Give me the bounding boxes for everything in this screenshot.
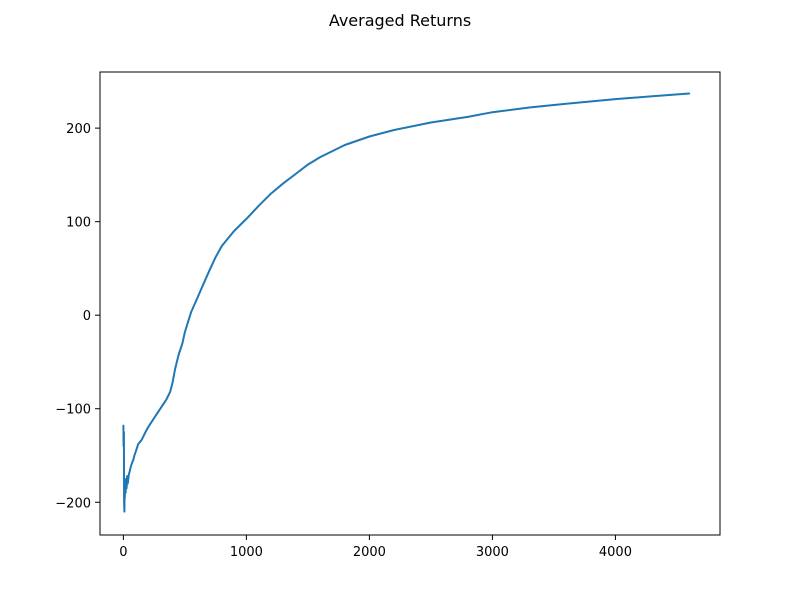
x-tick-label: 2000 bbox=[353, 545, 386, 560]
series-line bbox=[122, 92, 691, 513]
x-axis: 0 1000 2000 3000 4000 bbox=[119, 535, 632, 560]
plot-frame bbox=[99, 71, 721, 536]
y-tick-label: 100 bbox=[66, 216, 91, 231]
y-tick-label: 0 bbox=[83, 309, 91, 324]
y-axis: −200 −100 0 100 200 bbox=[55, 122, 100, 511]
chart-title: Averaged Returns bbox=[329, 11, 471, 30]
y-tick-label: −200 bbox=[55, 496, 91, 511]
x-tick-label: 4000 bbox=[599, 545, 632, 560]
y-tick-label: −100 bbox=[55, 403, 91, 418]
x-tick-label: 3000 bbox=[476, 545, 509, 560]
y-tick-label: 200 bbox=[66, 122, 91, 137]
x-tick-label: 1000 bbox=[230, 545, 263, 560]
x-tick-label: 0 bbox=[119, 545, 127, 560]
